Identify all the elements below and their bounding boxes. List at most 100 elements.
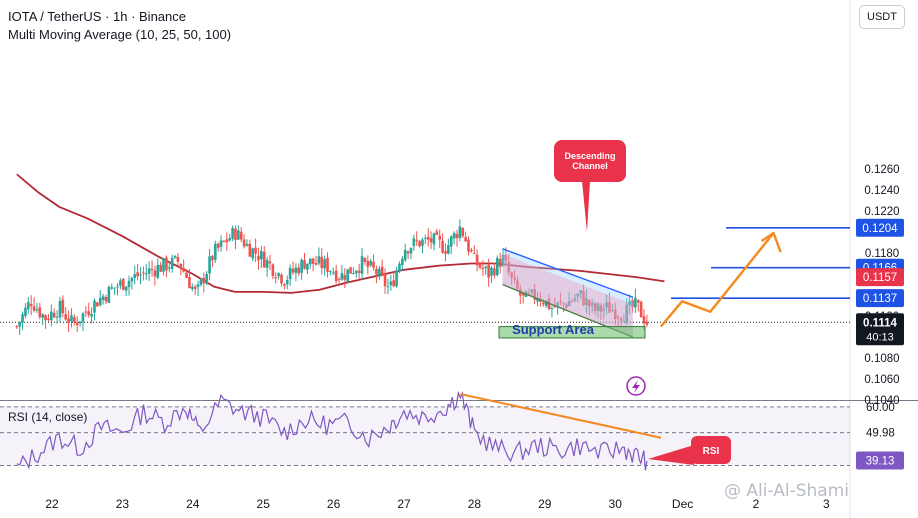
candle-body	[124, 286, 128, 291]
lightning-icon	[632, 380, 640, 393]
candle-body	[191, 286, 194, 290]
rsi-tick-label: 49.98	[866, 428, 895, 440]
candle-body	[93, 300, 96, 313]
candle-body	[288, 267, 292, 280]
candle-body	[274, 277, 278, 279]
candle-body	[205, 274, 208, 284]
candle-body	[553, 305, 557, 308]
candle-body	[495, 258, 499, 276]
candle-body	[47, 318, 50, 320]
candle-body	[107, 286, 111, 303]
rsi-current-badge	[856, 451, 904, 470]
candle-body	[144, 273, 148, 275]
candle-body	[444, 251, 447, 254]
indicator-label[interactable]: Multi Moving Average (10, 25, 50, 100)	[8, 27, 232, 42]
price-tick-label: 0.1060	[864, 374, 899, 386]
level-price-badge	[856, 218, 904, 237]
candle-body	[642, 316, 646, 324]
symbol-title[interactable]: IOTA / TetherUS · 1h · Binance	[8, 9, 186, 24]
level-price-value: 0.1204	[862, 223, 898, 235]
candle-body	[634, 297, 637, 308]
candle-body	[130, 277, 134, 282]
candle-body	[211, 255, 214, 261]
rsi-indicator-label[interactable]: RSI (14, close)	[8, 410, 88, 424]
candle-body	[50, 311, 53, 321]
candle-body	[352, 273, 355, 275]
candle-body	[38, 307, 42, 318]
currency-button[interactable]: USDT	[859, 5, 905, 29]
candle-body	[544, 300, 548, 306]
candle-body	[176, 256, 180, 262]
candle-body	[159, 264, 162, 272]
candle-body	[116, 286, 119, 288]
candle-body	[219, 240, 223, 247]
candle-body	[24, 307, 27, 317]
channel-fill	[502, 248, 633, 337]
candle-body	[378, 268, 381, 277]
candle-body	[590, 302, 594, 306]
candle-body	[550, 307, 554, 309]
candle-body	[602, 308, 606, 311]
price-tick-label: 0.1220	[864, 206, 899, 218]
candle-body	[52, 312, 56, 318]
candle-body	[513, 277, 516, 280]
candle-body	[173, 255, 177, 258]
candle-body	[521, 293, 525, 296]
candle-body	[484, 266, 488, 269]
candle-body	[248, 243, 252, 257]
candle-body	[452, 233, 456, 239]
candle-body	[119, 280, 122, 286]
candle-body	[84, 311, 88, 313]
level-price-badge	[856, 289, 904, 308]
candle-body	[369, 260, 372, 266]
candle-body	[478, 263, 482, 268]
candle-body	[398, 263, 401, 272]
price-tick-label: 0.1040	[864, 395, 899, 407]
candle-body	[58, 301, 62, 318]
candle-body	[461, 228, 465, 237]
candle-body	[409, 248, 413, 254]
candle-body	[565, 304, 568, 308]
candle-body	[611, 310, 614, 312]
chart-overlays	[0, 227, 850, 323]
candle-body	[199, 278, 203, 285]
candle-body	[334, 270, 338, 282]
candle-body	[308, 258, 312, 265]
candle-body	[306, 263, 309, 270]
candlestick-series	[15, 219, 649, 335]
candle-body	[631, 300, 634, 308]
channel-callout-box	[554, 140, 626, 182]
candle-body	[354, 270, 358, 274]
candle-body	[599, 305, 603, 312]
candle-body	[389, 281, 393, 286]
candle-body	[70, 315, 73, 322]
candle-body	[245, 243, 249, 246]
candle-body	[406, 251, 410, 254]
candle-body	[375, 268, 378, 275]
time-tick-label: 23	[116, 497, 130, 511]
candle-body	[467, 239, 470, 252]
current-price-value: 0.1114	[863, 317, 898, 329]
level-price-value: 0.1137	[863, 293, 897, 305]
candle-body	[257, 255, 260, 261]
candle-body	[570, 301, 574, 303]
candle-body	[271, 264, 275, 277]
candle-body	[464, 237, 467, 242]
channel-lower-fill	[502, 254, 633, 337]
candle-body	[639, 301, 643, 318]
candle-body	[300, 259, 303, 273]
candle-body	[139, 274, 142, 276]
candle-body	[18, 322, 21, 327]
price-tick-label: 0.1240	[864, 185, 899, 197]
candle-body	[487, 264, 490, 278]
candle-body	[481, 267, 485, 269]
candle-body	[415, 239, 419, 241]
rsi-callout-box	[691, 436, 731, 464]
candle-body	[567, 301, 571, 307]
candle-body	[403, 249, 407, 261]
candle-body	[380, 266, 384, 275]
candle-body	[608, 302, 611, 313]
candle-body	[504, 254, 508, 261]
candle-body	[625, 304, 629, 324]
